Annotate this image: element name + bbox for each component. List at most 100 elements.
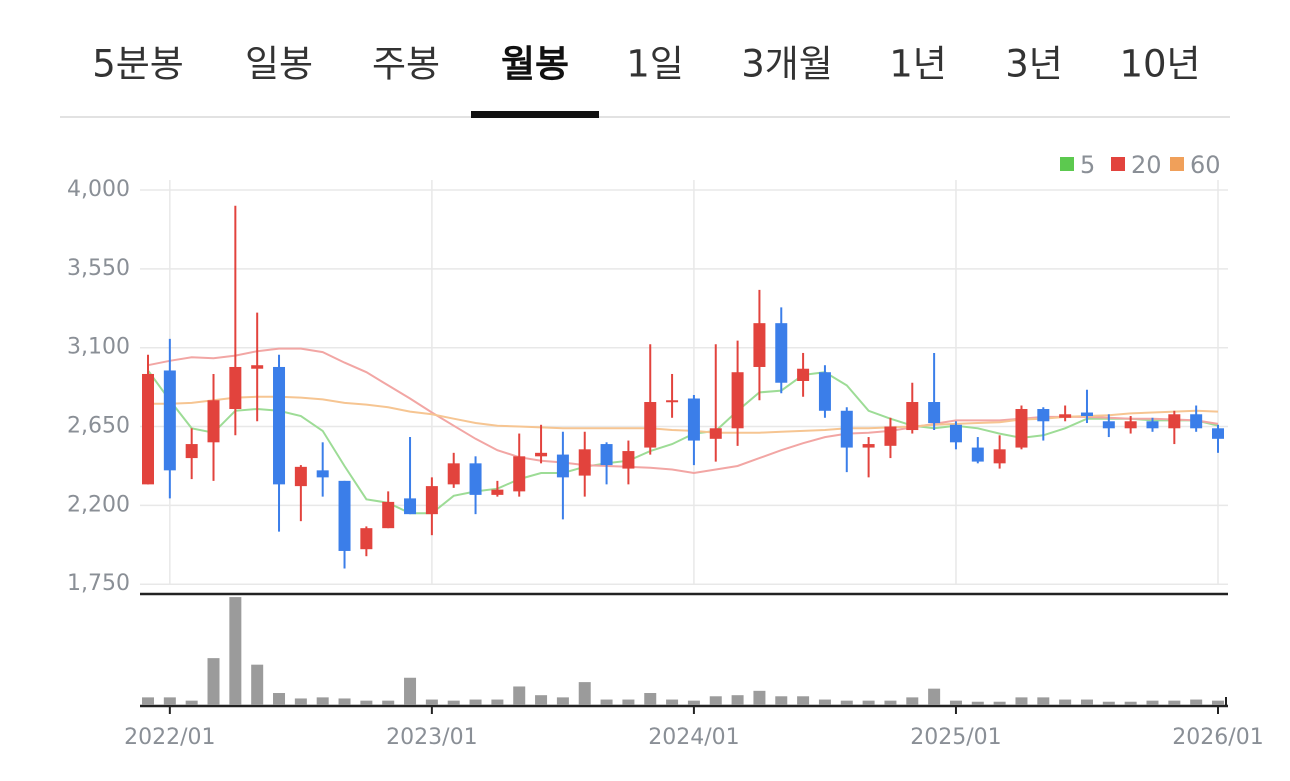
candle-body bbox=[1168, 414, 1181, 429]
volume-bar bbox=[360, 700, 373, 705]
volume-bar bbox=[425, 699, 438, 705]
candle-body bbox=[1037, 409, 1050, 422]
tab[interactable]: 월봉 bbox=[501, 43, 569, 86]
active-tab-underline bbox=[471, 111, 599, 118]
tab[interactable]: 3년 bbox=[1005, 43, 1063, 86]
volume-bar bbox=[469, 699, 482, 705]
volume-bar bbox=[753, 690, 766, 705]
tab[interactable]: 3개월 bbox=[741, 43, 833, 86]
candle-body bbox=[207, 400, 220, 443]
volume-bar bbox=[273, 693, 286, 705]
volume-bar bbox=[687, 700, 700, 705]
candle-body bbox=[556, 454, 569, 478]
candle-body bbox=[229, 366, 242, 410]
legend-label: 60 bbox=[1190, 151, 1221, 179]
y-tick-label: 2,200 bbox=[67, 492, 130, 517]
volume-bar bbox=[709, 696, 722, 705]
x-tick-label: 2023/01 bbox=[386, 725, 477, 750]
candle-body bbox=[1059, 414, 1072, 418]
legend-label: 5 bbox=[1080, 151, 1095, 179]
legend-swatch bbox=[1170, 157, 1184, 171]
candle-body bbox=[687, 398, 700, 441]
candle-body bbox=[971, 447, 984, 462]
volume-bar bbox=[1212, 700, 1224, 705]
candle-body bbox=[1102, 421, 1115, 429]
volume-bar bbox=[1190, 699, 1203, 705]
tab[interactable]: 1년 bbox=[889, 43, 947, 86]
candle-body bbox=[1212, 428, 1224, 439]
candle-body bbox=[338, 480, 351, 551]
tab[interactable]: 5분봉 bbox=[92, 43, 184, 86]
candle-body bbox=[1190, 414, 1203, 429]
moving-average-line bbox=[147, 369, 1219, 515]
volume-bar bbox=[207, 658, 220, 705]
candle-body bbox=[884, 426, 897, 446]
volume-bar bbox=[884, 700, 897, 705]
volume-bar bbox=[862, 700, 875, 705]
volume-bar bbox=[928, 688, 941, 705]
candle-body bbox=[928, 402, 941, 424]
candle-body bbox=[535, 452, 548, 457]
candle-body bbox=[163, 370, 176, 471]
tab[interactable]: 10년 bbox=[1119, 43, 1200, 86]
volume-bar bbox=[163, 697, 176, 705]
y-tick-label: 2,650 bbox=[67, 414, 130, 439]
volume-bar bbox=[949, 700, 962, 705]
candle-body bbox=[404, 498, 417, 515]
volume-bar bbox=[775, 696, 788, 705]
volume-bar bbox=[513, 686, 526, 705]
volume-bar bbox=[797, 696, 810, 705]
candle-body bbox=[185, 444, 198, 459]
candle-body bbox=[949, 424, 962, 443]
volume-bar bbox=[622, 699, 635, 705]
volume-bar bbox=[1124, 701, 1137, 705]
legend-label: 20 bbox=[1131, 151, 1162, 179]
x-tick-label: 2022/01 bbox=[124, 725, 215, 750]
volume-bar bbox=[993, 701, 1006, 705]
legend-swatch bbox=[1060, 157, 1074, 171]
tab[interactable]: 주봉 bbox=[372, 43, 440, 86]
volume-bar bbox=[1146, 700, 1159, 705]
legend-swatch bbox=[1111, 157, 1125, 171]
tab[interactable]: 1일 bbox=[626, 43, 684, 86]
candle-body bbox=[425, 486, 438, 515]
tab[interactable]: 일봉 bbox=[245, 43, 313, 86]
x-tick-label: 2024/01 bbox=[648, 725, 739, 750]
volume-bar bbox=[1102, 701, 1115, 705]
y-tick-label: 1,750 bbox=[67, 571, 130, 596]
volume-bar bbox=[447, 700, 460, 705]
volume-bar bbox=[1037, 697, 1050, 705]
volume-bar bbox=[818, 699, 831, 705]
volume-bar bbox=[316, 697, 329, 705]
candle-body bbox=[797, 368, 810, 381]
candle-body bbox=[513, 456, 526, 492]
candle-body bbox=[578, 449, 591, 476]
volume-bar bbox=[185, 700, 198, 705]
candle-body bbox=[600, 444, 613, 466]
volume-bar bbox=[404, 677, 417, 705]
moving-average-line bbox=[147, 347, 1219, 475]
volume-bar bbox=[1059, 699, 1072, 705]
candle-body bbox=[1080, 412, 1093, 417]
moving-average-line bbox=[148, 395, 1219, 434]
candle-body bbox=[840, 410, 853, 448]
volume-bar bbox=[251, 664, 264, 705]
candle-body bbox=[862, 444, 875, 448]
candle-body bbox=[993, 449, 1006, 464]
volume-bar bbox=[578, 682, 591, 705]
volume-bar bbox=[731, 695, 744, 705]
volume-bar bbox=[1168, 700, 1181, 705]
volume-bar bbox=[294, 698, 307, 705]
candle-body bbox=[273, 366, 286, 485]
candle-body bbox=[622, 451, 635, 469]
volume-bar bbox=[338, 698, 351, 705]
y-tick-label: 3,550 bbox=[67, 256, 130, 281]
candle-body bbox=[906, 402, 919, 431]
candle-body bbox=[360, 528, 373, 550]
candle-body bbox=[753, 323, 766, 367]
volume-bar bbox=[600, 699, 613, 705]
candle-body bbox=[469, 463, 482, 495]
volume-bar bbox=[556, 697, 569, 705]
volume-bar bbox=[644, 693, 657, 705]
x-tick-label: 2025/01 bbox=[910, 725, 1001, 750]
